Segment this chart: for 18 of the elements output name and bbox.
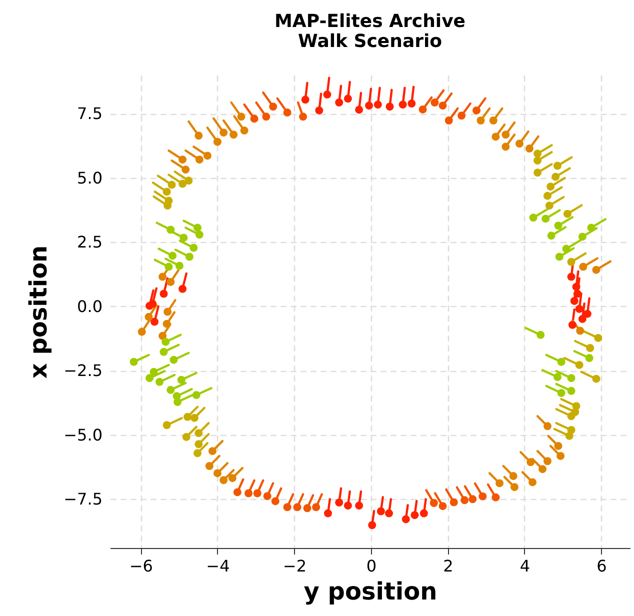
x-axis-title: y position: [304, 578, 438, 606]
y-tick-label: −2.5: [64, 361, 102, 380]
x-tick-label: 4: [520, 556, 530, 576]
x-tick-label: 0: [366, 556, 377, 576]
y-axis-title: x position: [24, 245, 53, 379]
y-tick-label: −5.0: [64, 425, 102, 444]
x-tick-label: 6: [596, 556, 607, 576]
x-tick-label: 2: [443, 556, 454, 576]
y-tick-label: 7.5: [77, 104, 102, 124]
x-tick-label: −2: [282, 556, 307, 576]
chart-title: MAP-Elites Archive: [274, 11, 466, 32]
y-tick-label: 5.0: [77, 168, 102, 188]
x-tick-label: −6: [129, 556, 153, 576]
y-tick-label: 2.5: [77, 232, 102, 252]
y-tick-label: −7.5: [64, 490, 102, 509]
chart-subtitle: Walk Scenario: [298, 31, 442, 52]
y-tick-label: 0.0: [77, 296, 102, 316]
x-tick-label: −4: [206, 556, 230, 576]
